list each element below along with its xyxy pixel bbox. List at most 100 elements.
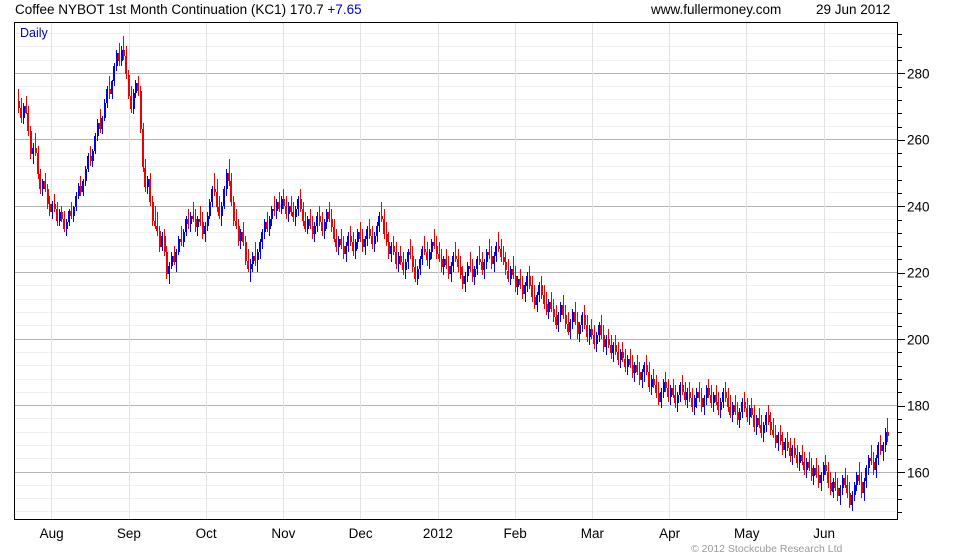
candle-body bbox=[502, 257, 505, 263]
gridline-minor bbox=[15, 192, 897, 194]
candle-body bbox=[820, 474, 823, 484]
candle-body bbox=[812, 468, 815, 477]
candle-body bbox=[547, 302, 550, 313]
candle-body bbox=[287, 205, 290, 214]
gridline-minor bbox=[15, 325, 897, 327]
candle-wick bbox=[665, 371, 667, 392]
candle-wick bbox=[815, 458, 817, 479]
candle-wick bbox=[278, 192, 280, 213]
candle-body bbox=[17, 101, 20, 108]
candle-body bbox=[68, 210, 70, 223]
candle-body bbox=[247, 260, 250, 269]
candle-wick bbox=[646, 355, 648, 376]
candle-wick bbox=[54, 194, 56, 213]
candle-wick bbox=[199, 205, 201, 226]
candle-body bbox=[643, 365, 646, 372]
candle-wick bbox=[309, 209, 311, 229]
y-axis-tick-minor bbox=[898, 299, 902, 301]
candle-wick bbox=[35, 132, 37, 156]
candle-body bbox=[705, 388, 708, 399]
candle-body bbox=[669, 388, 672, 397]
candle-body bbox=[473, 268, 476, 278]
price-chart-plot-area[interactable]: Daily bbox=[14, 22, 898, 520]
y-axis-tick-minor bbox=[898, 33, 902, 35]
candle-body bbox=[130, 96, 133, 110]
candle-body bbox=[815, 468, 818, 475]
candle-body bbox=[521, 285, 524, 294]
candle-body bbox=[626, 358, 629, 367]
gridline-minor bbox=[15, 285, 897, 287]
candle-body bbox=[717, 401, 720, 410]
y-axis-tick-major bbox=[898, 472, 905, 473]
y-axis-tick-minor bbox=[898, 99, 902, 101]
candle-body bbox=[834, 481, 837, 489]
candle-wick bbox=[550, 292, 552, 312]
candle-body bbox=[469, 265, 472, 269]
y-axis-tick-minor bbox=[898, 192, 902, 194]
candle-wick bbox=[751, 398, 753, 419]
x-axis-label-may: May bbox=[734, 526, 760, 541]
candle-body bbox=[500, 248, 503, 258]
candle-body bbox=[58, 212, 61, 221]
candle-body bbox=[122, 49, 125, 57]
y-axis-tick-minor bbox=[898, 352, 902, 354]
candle-body bbox=[278, 202, 281, 209]
y-axis-tick-minor bbox=[898, 458, 902, 460]
candle-body bbox=[356, 232, 359, 243]
candle-body bbox=[383, 219, 386, 234]
candle-body bbox=[440, 258, 443, 268]
gridline-minor bbox=[15, 431, 897, 433]
candle-wick bbox=[438, 242, 440, 263]
candle-body bbox=[746, 408, 749, 417]
candle-body bbox=[399, 255, 402, 263]
y-axis-tick-minor bbox=[898, 179, 902, 181]
candle-body bbox=[349, 235, 352, 243]
candle-body bbox=[204, 225, 207, 234]
candle-body bbox=[158, 230, 161, 248]
gridline-minor bbox=[15, 458, 897, 460]
x-axis-label-mar: Mar bbox=[580, 526, 605, 541]
candle-body bbox=[161, 235, 164, 248]
candle-body bbox=[652, 378, 655, 386]
candle-body bbox=[380, 215, 383, 219]
candle-body bbox=[877, 444, 880, 459]
candle-body bbox=[605, 338, 608, 347]
candle-body bbox=[552, 308, 555, 317]
candle-body bbox=[165, 252, 168, 274]
candle-wick bbox=[254, 242, 256, 266]
candle-body bbox=[270, 209, 273, 219]
candle-body bbox=[841, 478, 844, 489]
candle-body bbox=[454, 255, 457, 259]
y-axis-tick-minor bbox=[898, 246, 902, 248]
candle-body bbox=[113, 66, 116, 82]
candle-wick bbox=[870, 444, 872, 465]
candle-wick bbox=[273, 195, 275, 216]
gridline-month bbox=[205, 23, 207, 519]
candle-body bbox=[729, 406, 732, 415]
candle-wick bbox=[880, 434, 882, 455]
candle-body bbox=[428, 252, 431, 261]
y-axis-label-240: 240 bbox=[907, 199, 930, 215]
candle-body bbox=[710, 395, 713, 404]
gridline-minor bbox=[15, 351, 897, 353]
candle-body bbox=[323, 222, 326, 231]
candle-body bbox=[598, 325, 600, 336]
y-axis-label-180: 180 bbox=[907, 398, 930, 414]
y-axis-tick-minor bbox=[898, 445, 902, 447]
candle-body bbox=[478, 258, 481, 263]
y-axis-tick-major bbox=[898, 139, 905, 141]
candle-body bbox=[101, 117, 104, 130]
candle-wick bbox=[488, 238, 490, 259]
candle-body bbox=[557, 315, 560, 326]
candle-body bbox=[39, 174, 42, 190]
candlestick-series bbox=[15, 23, 897, 519]
candle-body bbox=[846, 484, 849, 494]
candle-body bbox=[466, 265, 469, 276]
gridline-month bbox=[283, 23, 284, 519]
candle-body bbox=[633, 365, 636, 374]
candle-wick bbox=[643, 361, 645, 382]
candle-wick bbox=[445, 248, 447, 269]
x-axis-label-feb: Feb bbox=[503, 526, 527, 541]
candle-body bbox=[741, 401, 744, 412]
candle-body bbox=[82, 180, 85, 193]
